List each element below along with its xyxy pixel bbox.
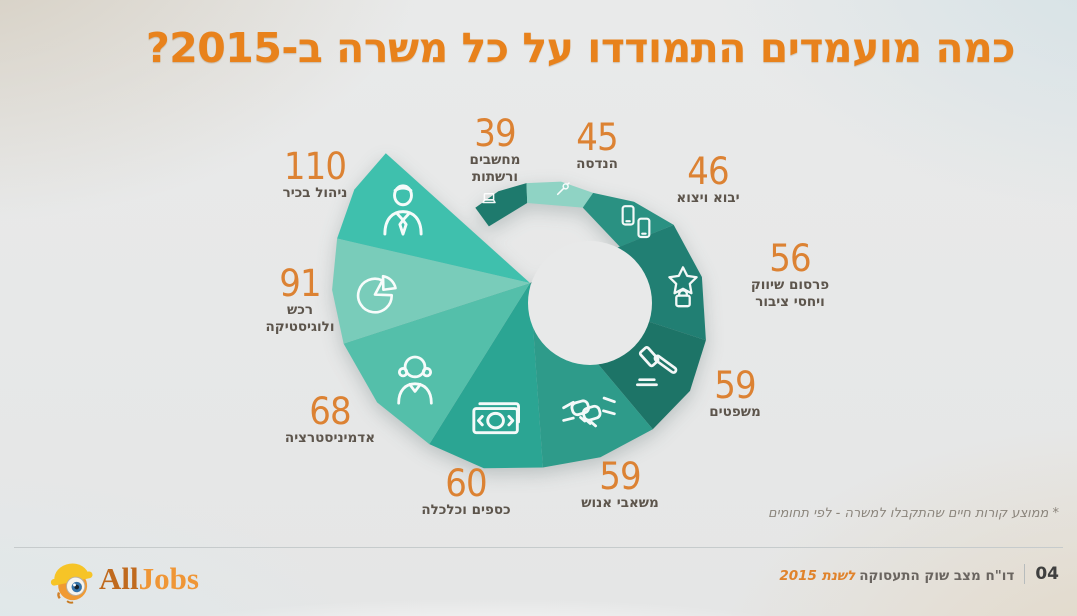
- category-computers-networks: ורשתות: [471, 169, 519, 185]
- value-legal: 59: [714, 364, 756, 407]
- category-administration: אדמיניסטרציה: [284, 430, 376, 446]
- wedge-senior-management: [337, 153, 530, 283]
- label-engineering: 45 הנדסה: [574, 119, 619, 173]
- label-human-resources: 59 משאבי אנוש: [581, 458, 659, 512]
- value-human-resources: 59: [599, 455, 641, 498]
- value-computers-networks: 39: [474, 112, 516, 155]
- value-engineering: 45: [576, 116, 618, 159]
- meta-divider: [1024, 564, 1026, 584]
- alljobs-mascot-icon: [50, 563, 93, 604]
- alljobs-logo: AllJobs: [45, 551, 199, 607]
- value-import-export: 46: [687, 150, 729, 193]
- category-engineering: הנדסה: [576, 156, 618, 172]
- label-legal: 59 משפטים: [709, 367, 760, 421]
- label-senior-management: 110 ניהול בכיר: [281, 148, 349, 202]
- category-import-export: יבוא ויצוא: [676, 190, 740, 206]
- label-procurement-logistics: 91 רכש ולוגיסטיקה: [266, 265, 335, 336]
- report-title: דו"ח מצב שוק התעסוקה: [859, 567, 1015, 584]
- category-finance-economics: כספים וכלכלה: [421, 502, 511, 518]
- chart-center-hole: [528, 241, 652, 365]
- value-administration: 68: [309, 390, 351, 433]
- wedge-procurement-logistics: [332, 238, 530, 344]
- wedge-computers-networks: [475, 183, 528, 227]
- category-senior-management: ניהול בכיר: [282, 185, 348, 201]
- wedge-administration: [343, 283, 530, 445]
- wedge-import-export: [582, 192, 674, 247]
- category-advertising-marketing-pr: ויחסי ציבור: [755, 294, 825, 310]
- page-number: 04: [1035, 564, 1059, 584]
- category-procurement-logistics: ולוגיסטיקה: [265, 319, 335, 335]
- label-administration: 68 אדמיניסטרציה: [285, 393, 375, 447]
- value-finance-economics: 60: [445, 462, 487, 505]
- category-legal: משפטים: [709, 404, 761, 420]
- logo-text-all: All: [99, 561, 139, 596]
- label-advertising-marketing-pr: 56 פרסום שיווק ויחסי ציבור: [751, 240, 829, 311]
- wedge-engineering: [526, 181, 594, 208]
- category-procurement-logistics: רכש: [286, 302, 314, 318]
- value-senior-management: 110: [283, 145, 347, 188]
- chart-footnote: * ממוצע קורות חיים שהתקבלו למשרה - לפי ת…: [768, 506, 1059, 521]
- page-title: כמה מועמדים התמודדו על כל משרה ב-2015?: [145, 24, 1016, 72]
- value-procurement-logistics: 91: [279, 262, 321, 305]
- wedge-finance-economics: [429, 283, 543, 469]
- footer-meta: 04 דו"ח מצב שוק התעסוקהלשנת 2015: [779, 564, 1059, 584]
- label-import-export: 46 יבוא ויצוא: [676, 153, 739, 207]
- category-advertising-marketing-pr: פרסום שיווק: [750, 277, 830, 293]
- label-computers-networks: 39 מחשבים ורשתות: [470, 115, 521, 186]
- value-advertising-marketing-pr: 56: [769, 237, 811, 280]
- category-human-resources: משאבי אנוש: [581, 495, 659, 511]
- report-title-wrap: דו"ח מצב שוק התעסוקהלשנת 2015: [779, 565, 1014, 584]
- report-year: לשנת 2015: [779, 567, 856, 584]
- alljobs-logo-text: AllJobs: [99, 552, 199, 606]
- category-computers-networks: מחשבים: [469, 152, 521, 168]
- footer-divider-line: [14, 547, 1063, 548]
- logo-text-jobs: Jobs: [138, 561, 199, 596]
- label-finance-economics: 60 כספים וכלכלה: [421, 465, 510, 519]
